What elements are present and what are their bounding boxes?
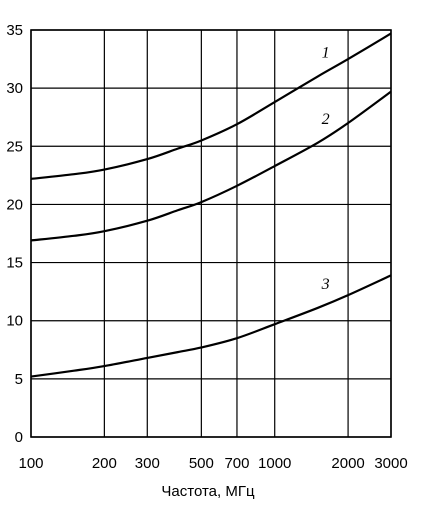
x-tick-label: 500 bbox=[189, 455, 214, 472]
y-tick-label: 0 bbox=[15, 429, 23, 446]
x-tick-label: 1000 bbox=[258, 455, 291, 472]
y-tick-label: 25 bbox=[6, 138, 23, 155]
curves bbox=[30, 32, 392, 378]
x-tick-label: 200 bbox=[92, 455, 117, 472]
series-line-3 bbox=[30, 274, 392, 378]
x-axis-title: Частота, МГц bbox=[161, 483, 255, 500]
y-tick-label: 30 bbox=[6, 80, 23, 97]
y-tick-label: 5 bbox=[15, 371, 23, 388]
x-tick-label: 300 bbox=[135, 455, 160, 472]
y-tick-label: 10 bbox=[6, 313, 23, 330]
y-tick-label: 20 bbox=[6, 196, 23, 213]
plot-frame bbox=[30, 29, 392, 438]
series-label-2: 2 bbox=[322, 111, 330, 128]
series-label-1: 1 bbox=[322, 45, 330, 62]
x-tick-label: 100 bbox=[18, 455, 43, 472]
grid bbox=[30, 29, 392, 438]
series-line-2 bbox=[30, 90, 392, 242]
series-label-3: 3 bbox=[321, 276, 330, 293]
x-tick-label: 3000 bbox=[374, 455, 407, 472]
y-tick-label: 15 bbox=[6, 255, 23, 272]
series-line-1 bbox=[30, 32, 392, 180]
x-tick-label: 700 bbox=[224, 455, 249, 472]
x-tick-label: 2000 bbox=[331, 455, 364, 472]
labels: 100 200 300 500 700 1000 2000 3000 0 5 10 15 20 25 30 3… bbox=[6, 22, 407, 472]
y-tick-label: 35 bbox=[6, 22, 23, 39]
